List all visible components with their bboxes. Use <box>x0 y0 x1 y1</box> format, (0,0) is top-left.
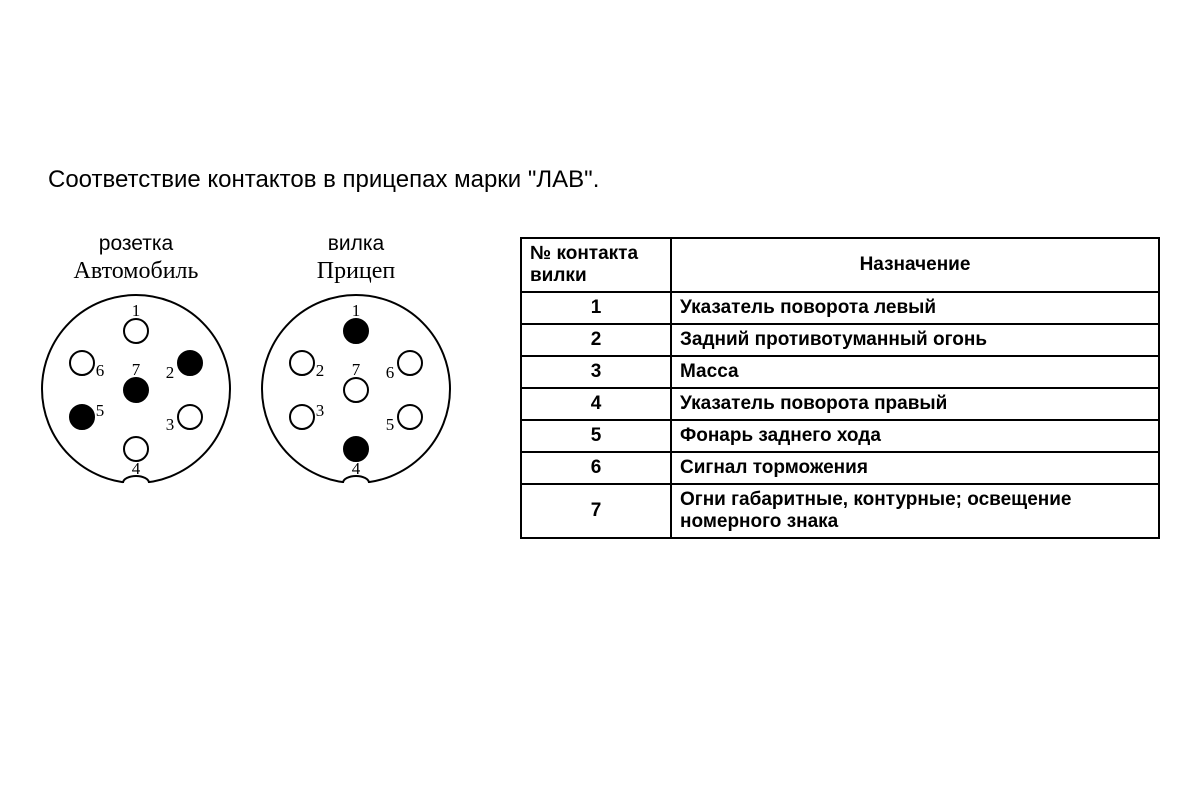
cell-description: Задний противотуманный огонь <box>671 324 1159 356</box>
pin-number-label: 6 <box>96 361 105 381</box>
table-row: 7Огни габаритные, контурные; освещение н… <box>521 484 1159 538</box>
connector-type-label: вилка <box>328 232 384 256</box>
pin-number-label: 3 <box>166 415 175 435</box>
cell-pin-number: 3 <box>521 356 671 388</box>
pin-number-label: 5 <box>386 415 395 435</box>
table-row: 5Фонарь заднего хода <box>521 420 1159 452</box>
connector-side-label: Прицеп <box>317 258 396 285</box>
cell-pin-number: 1 <box>521 292 671 324</box>
cell-description: Масса <box>671 356 1159 388</box>
pin-circle <box>290 351 314 375</box>
page-title: Соответствие контактов в прицепах марки … <box>48 166 599 194</box>
cell-pin-number: 2 <box>521 324 671 356</box>
pin-circle <box>398 351 422 375</box>
connector-diagrams: розеткаАвтомобиль 1 2 3 4 5 6 7 вилкаПрицеп 1 6 5 4 3… <box>38 232 454 487</box>
pin-assignment-table: № контакта вилки Назначение 1Указатель п… <box>520 237 1160 539</box>
cell-description: Огни габаритные, контурные; освещение но… <box>671 484 1159 538</box>
cell-description: Указатель поворота левый <box>671 292 1159 324</box>
header-pin-number: № контакта вилки <box>521 238 671 292</box>
cell-pin-number: 5 <box>521 420 671 452</box>
pin-circle <box>124 319 148 343</box>
connector-diagram: 1 2 3 4 5 6 7 <box>38 291 234 487</box>
cell-description: Указатель поворота правый <box>671 388 1159 420</box>
cell-description: Фонарь заднего хода <box>671 420 1159 452</box>
table-row: 2Задний противотуманный огонь <box>521 324 1159 356</box>
cell-pin-number: 4 <box>521 388 671 420</box>
cell-pin-number: 7 <box>521 484 671 538</box>
connector-column: розеткаАвтомобиль 1 2 3 4 5 6 7 <box>38 232 234 487</box>
table-header-row: № контакта вилки Назначение <box>521 238 1159 292</box>
pin-number-label: 5 <box>96 401 105 421</box>
cell-pin-number: 6 <box>521 452 671 484</box>
pin-number-label: 7 <box>352 360 361 380</box>
pin-circle <box>344 378 368 402</box>
pin-number-label: 3 <box>316 401 325 421</box>
pin-circle <box>124 437 148 461</box>
table-row: 4Указатель поворота правый <box>521 388 1159 420</box>
pin-circle <box>344 437 368 461</box>
cell-description: Сигнал торможения <box>671 452 1159 484</box>
pin-number-label: 1 <box>352 301 361 321</box>
table-row: 6Сигнал торможения <box>521 452 1159 484</box>
pin-number-label: 1 <box>132 301 141 321</box>
pin-number-label: 2 <box>166 363 175 383</box>
pin-number-label: 6 <box>386 363 395 383</box>
pin-circle <box>70 351 94 375</box>
table-row: 1Указатель поворота левый <box>521 292 1159 324</box>
connector-column: вилкаПрицеп 1 6 5 4 3 2 7 <box>258 232 454 487</box>
table-row: 3Масса <box>521 356 1159 388</box>
pin-number-label: 2 <box>316 361 325 381</box>
pin-circle <box>70 405 94 429</box>
pin-circle <box>178 405 202 429</box>
connector-side-label: Автомобиль <box>74 258 199 285</box>
pin-circle <box>290 405 314 429</box>
pin-number-label: 4 <box>132 459 141 479</box>
pin-number-label: 4 <box>352 459 361 479</box>
pin-number-label: 7 <box>132 360 141 380</box>
connector-diagram: 1 6 5 4 3 2 7 <box>258 291 454 487</box>
pin-circle <box>124 378 148 402</box>
connector-type-label: розетка <box>99 232 173 256</box>
pin-circle <box>398 405 422 429</box>
header-description: Назначение <box>671 238 1159 292</box>
pin-circle <box>344 319 368 343</box>
pin-circle <box>178 351 202 375</box>
